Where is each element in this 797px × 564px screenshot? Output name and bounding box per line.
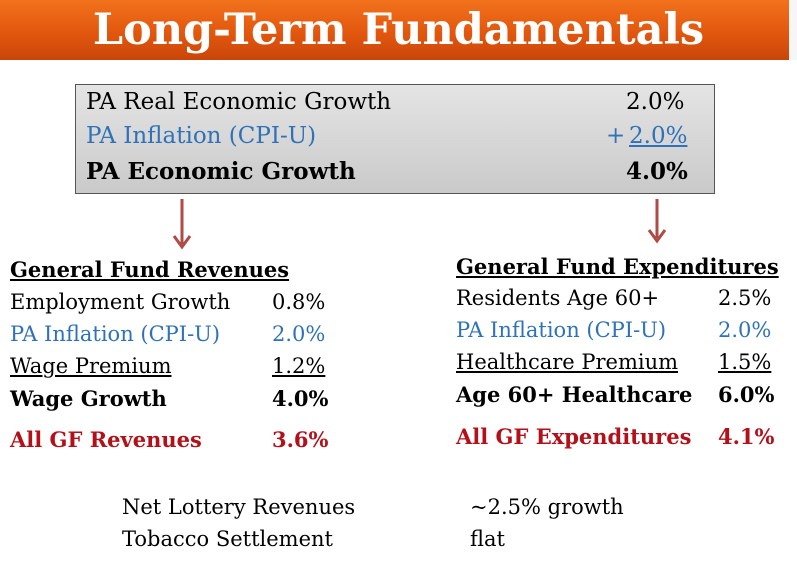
expenditures-heading: General Fund Expenditures — [456, 254, 779, 279]
title-banner — [0, 0, 797, 60]
wage-growth-value: 4.0% — [272, 386, 329, 411]
age60-healthcare-value: 6.0% — [718, 382, 775, 407]
left-down-arrow-icon — [172, 199, 192, 250]
economic-growth-value: 4.0% — [626, 158, 688, 185]
banner-edge — [789, 0, 797, 60]
summary-inflation-prefix: + — [606, 123, 626, 149]
real-growth-value: 2.0% — [626, 89, 685, 115]
revenues-inflation-value: 2.0% — [272, 322, 326, 346]
tobacco-settlement-value: flat — [470, 527, 505, 551]
residents-age-60-value: 2.5% — [718, 286, 772, 310]
all-gf-expenditures-value: 4.1% — [718, 424, 775, 449]
right-down-arrow-icon — [647, 199, 667, 244]
all-gf-revenues-label: All GF Revenues — [10, 427, 202, 452]
employment-growth-value: 0.8% — [272, 290, 326, 314]
wage-growth-label: Wage Growth — [10, 386, 167, 411]
age60-healthcare-label: Age 60+ Healthcare — [456, 382, 693, 407]
tobacco-settlement-label: Tobacco Settlement — [122, 527, 333, 551]
healthcare-premium-label: Healthcare Premium — [456, 350, 679, 374]
expenditures-inflation-label: PA Inflation (CPI-U) — [456, 318, 667, 342]
revenues-inflation-label: PA Inflation (CPI-U) — [10, 322, 221, 346]
net-lottery-label: Net Lottery Revenues — [122, 495, 356, 519]
net-lottery-value: ~2.5% growth — [470, 495, 624, 519]
economic-growth-box — [75, 84, 715, 194]
healthcare-premium-value: 1.5% — [718, 350, 772, 374]
all-gf-expenditures-label: All GF Expenditures — [456, 424, 692, 449]
revenues-heading: General Fund Revenues — [10, 257, 290, 282]
expenditures-inflation-value: 2.0% — [718, 318, 772, 342]
wage-premium-label: Wage Premium — [10, 354, 172, 378]
wage-premium-value: 1.2% — [272, 354, 326, 378]
residents-age-60-label: Residents Age 60+ — [456, 286, 660, 310]
real-growth-label: PA Real Economic Growth — [86, 89, 392, 115]
page-title: Long-Term Fundamentals — [92, 5, 705, 55]
employment-growth-label: Employment Growth — [10, 290, 231, 314]
economic-growth-label: PA Economic Growth — [86, 158, 356, 185]
all-gf-revenues-value: 3.6% — [272, 427, 329, 452]
summary-inflation-label: PA Inflation (CPI-U) — [86, 123, 317, 149]
summary-inflation-value: 2.0% — [629, 123, 688, 149]
